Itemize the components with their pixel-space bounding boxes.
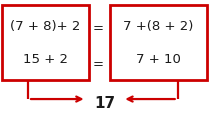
Text: =: = [93,57,104,70]
Text: =: = [93,22,104,35]
Text: 7 +(8 + 2): 7 +(8 + 2) [123,20,193,33]
Text: 15 + 2: 15 + 2 [23,53,68,66]
Bar [2,6,89,80]
Text: 7 + 10: 7 + 10 [136,53,181,66]
Text: (7 + 8)+ 2: (7 + 8)+ 2 [10,20,81,33]
Bar [110,6,207,80]
Text: 17: 17 [94,95,115,110]
